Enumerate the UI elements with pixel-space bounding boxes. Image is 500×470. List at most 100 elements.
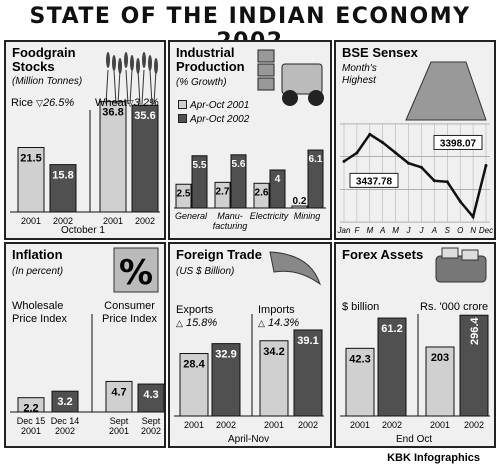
data-point <box>432 179 436 183</box>
panel-title: Foodgrain Stocks <box>12 45 76 74</box>
tick-label: S <box>445 226 451 235</box>
wheat-ear-icon <box>148 55 152 71</box>
data-point <box>471 215 475 219</box>
percent-icon: % <box>119 253 153 293</box>
panel-subtitle: (% Growth) <box>176 77 227 88</box>
wheat-ear-icon <box>118 58 122 74</box>
data-label: 5.6 <box>232 159 246 170</box>
data-point <box>381 141 385 145</box>
panel-title: Foreign Trade <box>176 247 262 262</box>
data-label: 2.5 <box>177 188 191 199</box>
grid-box-icon <box>113 247 159 293</box>
panel-footer: April-Nov <box>228 434 270 445</box>
ship-sail-icon <box>269 251 321 286</box>
bar <box>459 314 489 417</box>
crate-icon <box>257 77 275 91</box>
trade-chart: 28.4 2001 32.9 2002 34.2 2001 39.1 2002 <box>174 251 324 430</box>
tick-label: 2001 <box>21 216 41 226</box>
bar <box>259 340 289 417</box>
data-label: 36.8 <box>102 107 123 119</box>
bse-panel: 3437.78 3398.07 Jan F M A M J J A S O N Dec BSE Sense… <box>334 40 496 240</box>
wheat-stalk-icon <box>153 69 157 105</box>
legend-entry-2001: Apr-Oct 2001 <box>178 100 249 111</box>
up-triangle-icon: △ <box>258 318 265 328</box>
data-point <box>419 165 423 169</box>
tick-label: 2001 <box>184 420 204 430</box>
up-triangle-icon: △ <box>176 318 183 328</box>
industrial-panel: 2.5 5.5 General 2.7 5.6 Manu-facturing 2.6 4 Ele… <box>168 40 332 240</box>
bar <box>131 104 159 213</box>
tick-label: General <box>175 211 208 221</box>
wheat-ear-icon <box>130 55 134 71</box>
data-label: 4 <box>275 174 281 185</box>
wheat-ear-icon <box>112 55 116 71</box>
data-label: 296.4 <box>469 317 481 345</box>
wheat-stalk-icon <box>125 69 129 105</box>
bar <box>137 383 164 413</box>
wheat-ear-icon <box>154 58 158 74</box>
panel-subtitle: (In percent) <box>12 266 64 277</box>
tick-label: 2002 <box>216 420 236 430</box>
data-point <box>355 151 359 155</box>
forex-chart: 42.3 2001 61.2 2002 203 2001 296.4 2002 <box>340 247 490 430</box>
data-point <box>407 161 411 165</box>
tick-label: 2002 <box>298 420 318 430</box>
tick-label: 2002 <box>135 216 155 226</box>
data-label: 35.6 <box>134 110 155 122</box>
down-triangle-icon: ▽ <box>36 98 43 108</box>
industrial-chart: 2.5 5.5 General 2.7 5.6 Manu-facturing 2.6 4 Ele… <box>174 49 326 231</box>
data-label: 0.2 <box>293 196 307 207</box>
data-label: 32.9 <box>215 349 236 361</box>
data-label: 3437.78 <box>356 176 393 187</box>
group-label-inr: Rs. '000 crore <box>420 301 489 313</box>
legend-swatch-light <box>178 100 187 109</box>
panel-subtitle: Month's Highest <box>342 63 377 86</box>
crate-icon <box>257 49 275 63</box>
wheel-icon <box>282 90 298 106</box>
wheat-stalk-icon <box>105 69 109 105</box>
tick-label: F <box>354 226 360 235</box>
data-point <box>342 159 346 163</box>
down-triangle-icon: ▽ <box>126 98 134 108</box>
wheat-stalk-icon <box>113 69 117 105</box>
data-label: 15.8 <box>52 170 73 182</box>
tick-label: J <box>406 226 412 235</box>
wheat-ear-icon <box>106 52 110 68</box>
wheat-stalk-icon <box>149 69 153 105</box>
wheat-stalk-icon <box>117 69 121 105</box>
group-label-usd: $ billion <box>342 301 380 313</box>
tick-label: 2002 <box>382 420 402 430</box>
bar <box>211 343 241 417</box>
legend-entry-2002: Apr-Oct 2002 <box>178 114 249 125</box>
wheel-icon <box>308 90 324 106</box>
group-label-imports: Imports △ 14.3% <box>258 304 300 329</box>
tick-label: Dec 15 2001 <box>17 416 46 436</box>
money-bag-icon <box>435 255 487 283</box>
tick-label: N <box>470 226 476 235</box>
data-label: 3.2 <box>57 396 72 408</box>
data-label: 4.7 <box>111 386 126 398</box>
forex-panel: 42.3 2001 61.2 2002 203 2001 296.4 2002 Forex A… <box>334 242 496 448</box>
group-label-consumer: Consumer Price Index <box>102 300 158 325</box>
data-label: 203 <box>431 352 449 364</box>
value-callout <box>349 172 399 188</box>
tick-label: Electricity <box>250 211 289 221</box>
tick-label: O <box>457 226 463 235</box>
group-label-exports: Exports △ 15.8% <box>176 304 218 329</box>
wheat-ear-icon <box>142 52 146 68</box>
banknote-icon <box>461 249 479 261</box>
tick-label: Dec <box>479 226 493 235</box>
foodgrain-chart: 21.5 2001 15.8 2002 36.8 2001 35.6 2002 <box>10 52 160 226</box>
wheat-ear-icon <box>124 52 128 68</box>
group-label-wholesale: Wholesale Price Index <box>12 300 68 325</box>
tick-label: 2001 <box>350 420 370 430</box>
tick-label: 2002 <box>53 216 73 226</box>
panel-footer: October 1 <box>61 225 105 236</box>
tick-label: M <box>366 226 373 235</box>
wheat-ear-icon <box>136 58 140 74</box>
data-label: 2.2 <box>23 403 38 415</box>
inflation-panel: 2.2 Dec 15 2001 3.2 Dec 14 2002 4.7 Sept 2001 4.3… <box>4 242 166 448</box>
building-icon <box>405 61 487 121</box>
data-point <box>458 199 462 203</box>
